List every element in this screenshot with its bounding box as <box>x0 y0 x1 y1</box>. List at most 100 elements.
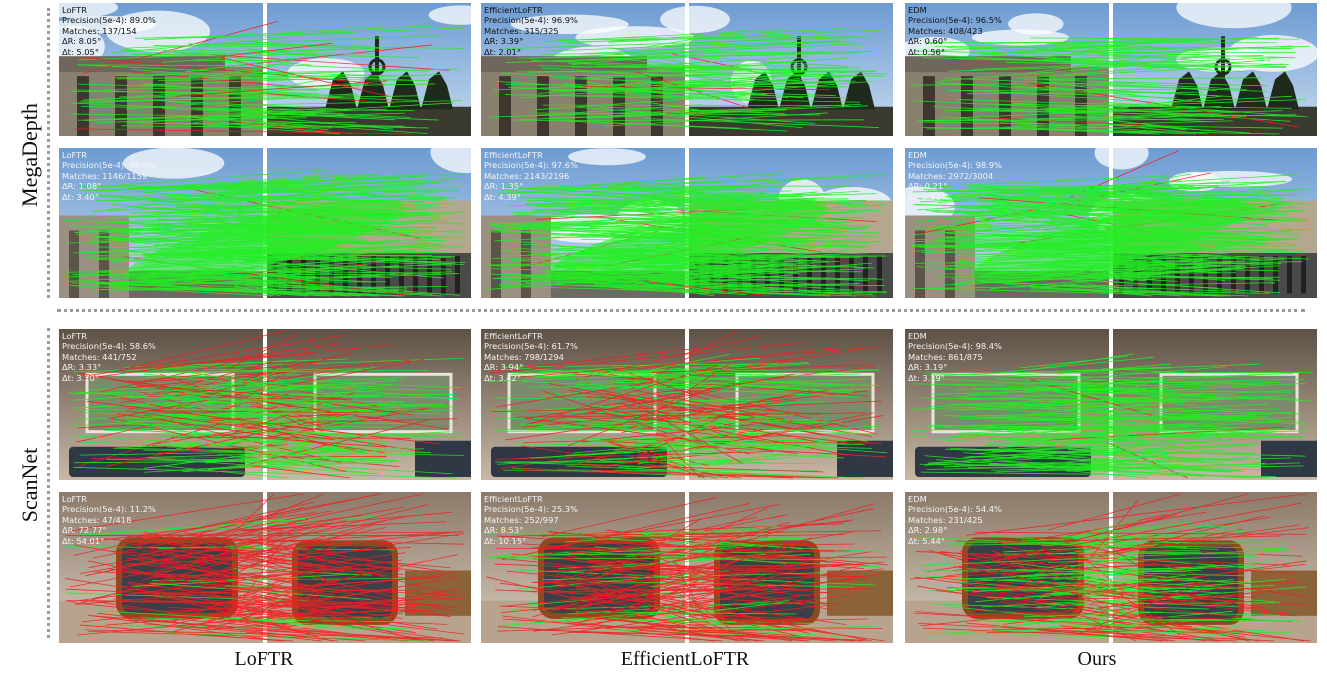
image-pair <box>481 148 893 298</box>
stat-precision: Precision(5e-4): 11.2% <box>62 504 156 515</box>
match-stats: EDM Precision(5e-4): 96.5% Matches: 408/42… <box>908 5 1002 57</box>
stat-name: EfficientLoFTR <box>484 5 543 15</box>
stat-name: EDM <box>908 150 927 160</box>
stat-precision: Precision(5e-4): 61.7% <box>484 341 578 352</box>
match-stats: EfficientLoFTR Precision(5e-4): 61.7% Matc… <box>484 331 578 383</box>
match-panel-ours-sofa: EDM Precision(5e-4): 54.4% Matches: 231/42… <box>905 492 1317 643</box>
image-pair <box>59 329 471 480</box>
image-pair <box>59 3 471 136</box>
match-stats: EDM Precision(5e-4): 98.4% Matches: 861/87… <box>908 331 1002 383</box>
stat-matches: Matches: 861/875 <box>908 351 983 362</box>
stat-name: EDM <box>908 494 927 504</box>
match-stats: LoFTR Precision(5e-4): 11.2% Matches: 47/4… <box>62 494 156 546</box>
scannet-bracket <box>47 328 50 638</box>
stat-matches: Matches: 231/425 <box>908 514 983 525</box>
match-panel-efficientloftr-wall: EfficientLoFTR Precision(5e-4): 61.7% Matc… <box>481 329 893 480</box>
row-label-scannet: ScanNet <box>17 447 42 523</box>
stat-dt: Δt: 5.05° <box>62 46 99 57</box>
match-stats: EfficientLoFTR Precision(5e-4): 97.6% Matc… <box>484 150 578 202</box>
stat-matches: Matches: 315/325 <box>484 25 559 36</box>
match-stats: LoFTR Precision(5e-4): 98.9% Matches: 1146… <box>62 150 156 202</box>
match-stats: EDM Precision(5e-4): 54.4% Matches: 231/42… <box>908 494 1002 546</box>
stat-matches: Matches: 408/423 <box>908 25 983 36</box>
stat-precision: Precision(5e-4): 98.9% <box>62 160 156 171</box>
match-stats: LoFTR Precision(5e-4): 89.0% Matches: 137/… <box>62 5 156 57</box>
image-pair <box>905 3 1317 136</box>
stat-dt: Δt: 5.44° <box>908 535 945 546</box>
match-panel-loftr-gate: LoFTR Precision(5e-4): 89.0% Matches: 137/… <box>59 3 471 136</box>
stat-precision: Precision(5e-4): 96.5% <box>908 15 1002 26</box>
stat-precision: Precision(5e-4): 96.9% <box>484 15 578 26</box>
stat-dt: Δt: 10.15° <box>484 535 527 546</box>
match-stats: EDM Precision(5e-4): 98.9% Matches: 2972/3… <box>908 150 1002 202</box>
match-panel-ours-square: EDM Precision(5e-4): 98.9% Matches: 2972/3… <box>905 148 1317 298</box>
stat-precision: Precision(5e-4): 97.6% <box>484 160 578 171</box>
match-panel-efficientloftr-square: EfficientLoFTR Precision(5e-4): 97.6% Matc… <box>481 148 893 298</box>
stat-dr: ΔR: 1.35° <box>484 181 524 192</box>
stat-dr: ΔR: 2.98° <box>908 525 948 536</box>
stat-dt: Δt: 3.42° <box>484 372 521 383</box>
match-panel-loftr-sofa: LoFTR Precision(5e-4): 11.2% Matches: 47/4… <box>59 492 471 643</box>
stat-matches: Matches: 252/997 <box>484 514 559 525</box>
stat-dr: ΔR: 3.39° <box>484 36 524 47</box>
stat-dt: Δt: 3.40° <box>62 191 99 202</box>
stat-matches: Matches: 47/418 <box>62 514 132 525</box>
match-stats: EfficientLoFTR Precision(5e-4): 25.3% Matc… <box>484 494 578 546</box>
stat-dr: ΔR: 0.60° <box>908 36 948 47</box>
stat-name: LoFTR <box>62 494 88 504</box>
stat-precision: Precision(5e-4): 58.6% <box>62 341 156 352</box>
stat-precision: Precision(5e-4): 89.0% <box>62 15 156 26</box>
stat-dt: Δt: 3.70° <box>62 372 99 383</box>
stat-name: LoFTR <box>62 5 88 15</box>
stat-matches: Matches: 798/1294 <box>484 351 564 362</box>
stat-dt: Δt: 3.19° <box>908 372 945 383</box>
stat-matches: Matches: 441/752 <box>62 351 137 362</box>
stat-dt: Δt: 0.56° <box>908 191 945 202</box>
match-panel-efficientloftr-sofa: EfficientLoFTR Precision(5e-4): 25.3% Matc… <box>481 492 893 643</box>
stat-dt: Δt: 4.39° <box>484 191 521 202</box>
stat-name: EfficientLoFTR <box>484 494 543 504</box>
image-pair <box>481 3 893 136</box>
stat-matches: Matches: 2972/3004 <box>908 170 994 181</box>
stat-dr: ΔR: 8.53° <box>484 525 524 536</box>
stat-precision: Precision(5e-4): 54.4% <box>908 504 1002 515</box>
match-stats: EfficientLoFTR Precision(5e-4): 96.9% Matc… <box>484 5 578 57</box>
stat-matches: Matches: 1146/1159 <box>62 170 148 181</box>
stat-name: EDM <box>908 5 927 15</box>
match-stats: LoFTR Precision(5e-4): 58.6% Matches: 441/… <box>62 331 156 383</box>
image-pair <box>905 148 1317 298</box>
stat-precision: Precision(5e-4): 25.3% <box>484 504 578 515</box>
match-panel-efficientloftr-gate: EfficientLoFTR Precision(5e-4): 96.9% Matc… <box>481 3 893 136</box>
stat-dr: ΔR: 3.19° <box>908 362 948 373</box>
stat-dr: ΔR: 3.94° <box>484 362 524 373</box>
col-label-efficientloftr: EfficientLoFTR <box>620 648 750 670</box>
stat-dr: ΔR: 1.08° <box>62 181 102 192</box>
image-pair <box>59 492 471 643</box>
col-label-ours: Ours <box>1077 648 1117 670</box>
match-panel-loftr-square: LoFTR Precision(5e-4): 98.9% Matches: 1146… <box>59 148 471 298</box>
match-panel-ours-wall: EDM Precision(5e-4): 98.4% Matches: 861/87… <box>905 329 1317 480</box>
stat-name: EfficientLoFTR <box>484 331 543 341</box>
stat-precision: Precision(5e-4): 98.9% <box>908 160 1002 171</box>
image-pair <box>59 148 471 298</box>
row-label-megadepth: MegaDepth <box>17 103 42 207</box>
image-pair <box>905 492 1317 643</box>
image-pair <box>481 492 893 643</box>
stat-matches: Matches: 137/154 <box>62 25 137 36</box>
stat-dr: ΔR: 8.05° <box>62 36 102 47</box>
stat-dt: Δt: 2.01° <box>484 46 521 57</box>
section-divider <box>57 309 1305 312</box>
match-panel-loftr-wall: LoFTR Precision(5e-4): 58.6% Matches: 441/… <box>59 329 471 480</box>
stat-matches: Matches: 2143/2196 <box>484 170 570 181</box>
stat-name: EDM <box>908 331 927 341</box>
stat-dr: ΔR: 3.33° <box>62 362 102 373</box>
stat-name: LoFTR <box>62 150 88 160</box>
stat-name: EfficientLoFTR <box>484 150 543 160</box>
stat-dr: ΔR: 72.77° <box>62 525 107 536</box>
stat-dr: ΔR: 0.21° <box>908 181 948 192</box>
stat-dt: Δt: 54.01° <box>62 535 105 546</box>
match-panel-ours-gate: EDM Precision(5e-4): 96.5% Matches: 408/42… <box>905 3 1317 136</box>
stat-dt: Δt: 0.56° <box>908 46 945 57</box>
image-pair <box>481 329 893 480</box>
megadepth-bracket <box>47 8 50 298</box>
